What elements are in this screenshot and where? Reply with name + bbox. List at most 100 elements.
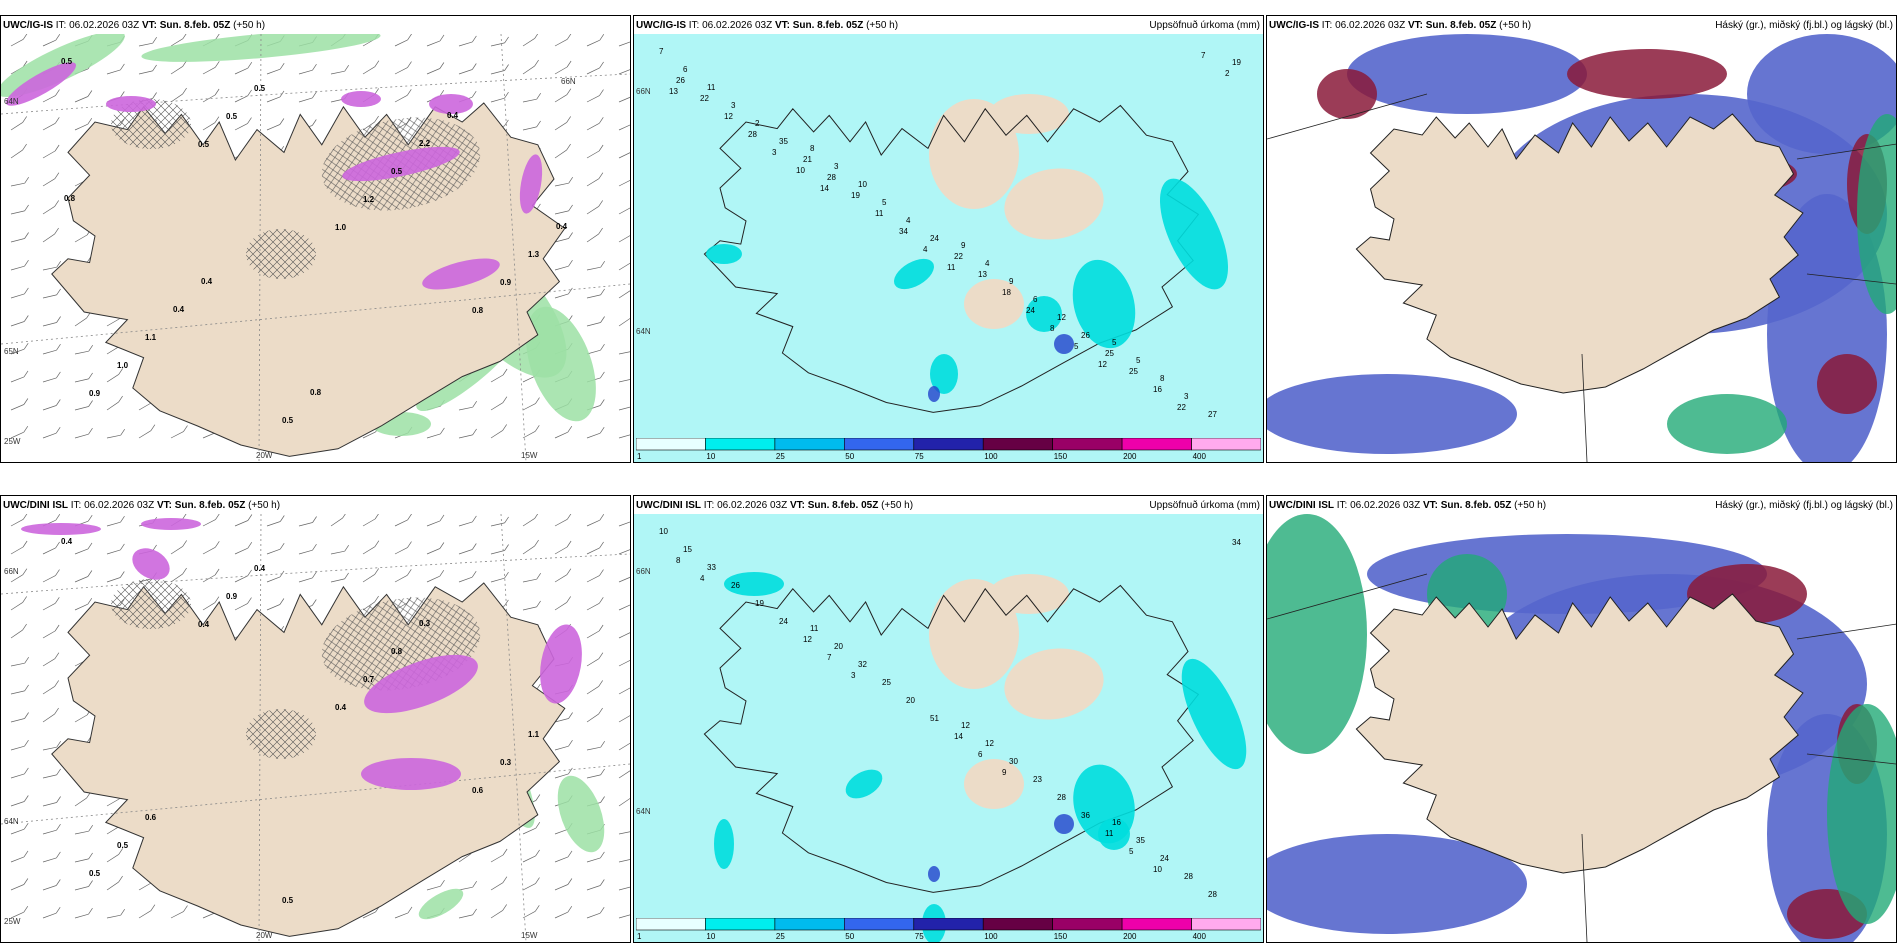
value-label: 25 — [1129, 367, 1138, 376]
map-wind-snow[interactable]: 20W 15W 25W 65N 64N 66N 0.5 0.5 1.0 0.8 0.9 0.5 1.2 0… — [1, 34, 630, 462]
boundary-lines — [1267, 93, 1896, 462]
map-precipitation[interactable]: 7 8 9 5 6 3 4 5 11 10 9 8 3 5 6 3 2 4 12 27 35 24 26 19 21 22 25 26… — [634, 34, 1263, 462]
value-label: 15 — [683, 545, 692, 554]
value-label: 5 — [1129, 847, 1134, 856]
value-label: 0.8 — [391, 647, 403, 656]
value-label: 20 — [834, 642, 843, 651]
colorbar-swatch — [705, 918, 776, 931]
lead-time: (+50 h) — [1496, 20, 1532, 31]
coastline — [703, 584, 1200, 893]
model-name: UWC/DINI ISL — [636, 500, 701, 511]
value-label: 28 — [827, 173, 836, 182]
axis-label: 66N — [561, 77, 576, 86]
panel-header: UWC/DINI ISL IT: 06.02.2026 03Z VT: Sun.… — [1267, 498, 1896, 514]
colorbar-swatch — [844, 918, 915, 931]
value-label: 4 — [923, 245, 928, 254]
value-label: 3 — [851, 671, 856, 680]
value-label: 35 — [1136, 836, 1145, 845]
colorbar-swatch — [774, 918, 845, 931]
value-label: 9 — [961, 241, 966, 250]
axis-label: 15W — [521, 931, 538, 940]
value-label: 0.8 — [472, 306, 484, 315]
value-label: 19 — [1232, 58, 1241, 67]
axis-labels: 66N 64N — [636, 567, 651, 816]
map-precipitation[interactable]: 10 11 12 16 15 20 12 35 33 32 30 24 26 25 23 28 19 20 28 28… — [634, 514, 1263, 942]
colorbar-label: 100 — [984, 452, 998, 460]
value-label: 10 — [659, 527, 668, 536]
value-label: 0.4 — [335, 703, 347, 712]
snow-intensity — [21, 518, 582, 790]
colorbar-swatch — [1121, 918, 1192, 931]
axis-label: 64N — [636, 327, 651, 336]
axis-label: 66N — [636, 567, 651, 576]
value-label: 11 — [1105, 829, 1114, 838]
value-label: 0.3 — [419, 619, 431, 628]
value-label: 12 — [985, 739, 994, 748]
model-name: UWC/DINI ISL — [1269, 500, 1334, 511]
axis-label: 66N — [636, 87, 651, 96]
value-label: 0.5 — [282, 416, 294, 425]
map-clouds[interactable] — [1267, 514, 1896, 942]
axis-label: 64N — [636, 807, 651, 816]
axis-labels: 20W 15W 25W 65N 64N 66N — [4, 77, 576, 460]
value-label: 12 — [1057, 313, 1066, 322]
value-label: 0.5 — [117, 841, 129, 850]
value-label: 0.7 — [363, 675, 375, 684]
value-label: 23 — [1033, 775, 1042, 784]
precip-values: 1011121615201235333230242625232819202828… — [659, 527, 1241, 899]
value-label: 9 — [1002, 768, 1007, 777]
value-label: 33 — [707, 563, 716, 572]
colorbar-label: 400 — [1193, 452, 1207, 460]
value-label: 20 — [906, 696, 915, 705]
value-label: 0.5 — [198, 140, 210, 149]
model-name: UWC/IG-IS — [3, 20, 53, 31]
axis-label: 25W — [4, 437, 21, 446]
value-label: 28 — [1208, 890, 1217, 899]
value-label: 1.1 — [145, 333, 157, 342]
value-label: 11 — [707, 83, 716, 92]
value-label: 12 — [1098, 360, 1107, 369]
value-label: 4 — [700, 574, 705, 583]
axis-label: 64N — [4, 97, 19, 106]
map-clouds[interactable] — [1267, 34, 1896, 462]
snow-values: 0.4 0.4 0.4 0.6 0.5 0.9 0.7 0.3 0.5 0.4 0.8 1.1 0.6 0… — [61, 537, 540, 905]
panel-header: UWC/DINI ISL IT: 06.02.2026 03Z VT: Sun.… — [634, 498, 1263, 514]
value-label: 0.4 — [173, 305, 185, 314]
panel-header: UWC/IG-IS IT: 06.02.2026 03Z VT: Sun. 8.… — [634, 18, 1263, 34]
value-label: 9 — [1009, 277, 1014, 286]
lead-time: (+50 h) — [1511, 500, 1547, 511]
value-label: 4 — [906, 216, 911, 225]
panel-header: UWC/IG-IS IT: 06.02.2026 03Z VT: Sun. 8.… — [1267, 18, 1896, 34]
colorbar-label: 1 — [637, 452, 642, 460]
colorbar-label: 400 — [1193, 932, 1207, 940]
value-label: 5 — [1074, 342, 1079, 351]
value-label: 0.5 — [254, 84, 266, 93]
value-label: 18 — [1002, 288, 1011, 297]
lead-time: (+50 h) — [230, 20, 266, 31]
value-label: 35 — [779, 137, 788, 146]
panel-top-right: UWC/IG-IS IT: 06.02.2026 03Z VT: Sun. 8.… — [1266, 15, 1897, 463]
value-label: 51 — [930, 714, 939, 723]
colorbar-swatch — [774, 438, 845, 451]
colorbar-swatch — [636, 918, 706, 931]
value-label: 6 — [683, 65, 688, 74]
value-label: 5 — [1136, 356, 1141, 365]
valid-time: VT: Sun. 8.feb. 05Z — [1422, 500, 1512, 511]
panel-bottom-middle: UWC/DINI ISL IT: 06.02.2026 03Z VT: Sun.… — [633, 495, 1264, 943]
value-label: 0.4 — [556, 222, 568, 231]
value-label: 21 — [803, 155, 812, 164]
value-label: 7 — [659, 47, 664, 56]
value-label: 11 — [875, 209, 884, 218]
value-label: 13 — [978, 270, 987, 279]
value-label: 16 — [1153, 385, 1162, 394]
value-label: 30 — [1009, 757, 1018, 766]
map-wind-snow[interactable]: 20W 15W 25W 66N 64N 0.4 0.4 0.4 0.6 0.5 0.9 0.7 0.3 0… — [1, 514, 630, 942]
value-label: 28 — [1184, 872, 1193, 881]
field-title: Háský (gr.), miðský (fj.bl.) og lágský (… — [1715, 500, 1893, 511]
value-label: 0.5 — [391, 167, 403, 176]
init-time: IT: 06.02.2026 03Z — [1319, 20, 1408, 31]
value-label: 0.5 — [226, 112, 238, 121]
value-label: 26 — [731, 581, 740, 590]
value-label: 5 — [1112, 338, 1117, 347]
value-label: 2 — [1225, 69, 1230, 78]
